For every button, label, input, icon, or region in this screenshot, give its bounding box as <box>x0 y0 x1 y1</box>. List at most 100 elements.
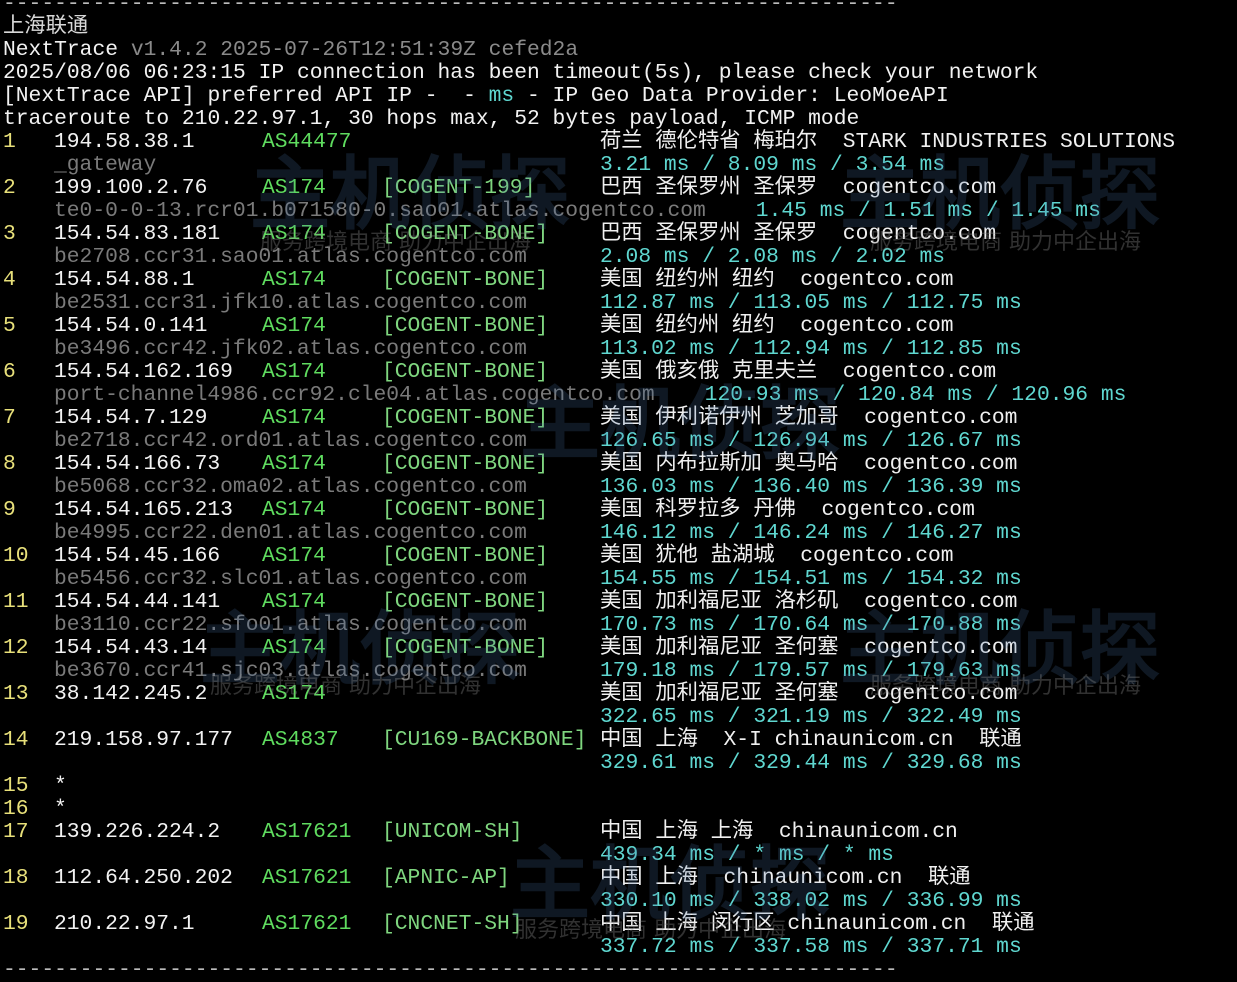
hop-number: 9 <box>3 498 16 522</box>
version-info: v1.4.2 2025-07-26T12:51:39Z cefed2a <box>130 38 579 62</box>
hop-row: 18 112.64.250.202 AS17621 [APNIC-AP] 中国 上海 c… <box>3 867 1237 913</box>
hop-tag: [COGENT-BONE] <box>382 636 549 660</box>
hop-detail-line: be5456.ccr32.slc01.atlas.cogentco.com 154… <box>3 568 1237 591</box>
hop-row: 1 194.58.38.1 AS44477 荷兰 德伦特省 梅珀尔 STARK IND… <box>3 131 1237 177</box>
hop-main-line: 14 219.158.97.177 AS4837 [CU169-BACKBONE] 中国… <box>3 729 1237 752</box>
hop-detail-line: be2718.ccr42.ord01.atlas.cogentco.com 126… <box>3 430 1237 453</box>
hop-detail-line: be3496.ccr42.jfk02.atlas.cogentco.com 113… <box>3 338 1237 361</box>
hop-number: 19 <box>3 912 29 936</box>
hop-ip: 38.142.245.2 <box>54 682 208 706</box>
hop-row: 2 199.100.2.76 AS174 [COGENT-199] 巴西 圣保罗州 圣保… <box>3 177 1237 223</box>
hop-tag: [UNICOM-SH] <box>382 820 523 844</box>
traceroute-line: traceroute to 210.22.97.1, 30 hops max, … <box>3 107 860 131</box>
hop-detail-line: be5068.ccr32.oma02.atlas.cogentco.com 136… <box>3 476 1237 499</box>
hop-number: 2 <box>3 176 16 200</box>
separator-top: ----------------------------------------… <box>3 0 898 16</box>
hop-number: 4 <box>3 268 16 292</box>
hop-asn: AS174 <box>262 360 326 384</box>
hop-detail-line: be2531.ccr31.jfk10.atlas.cogentco.com 112… <box>3 292 1237 315</box>
hop-main-line: 2 199.100.2.76 AS174 [COGENT-199] 巴西 圣保罗州 圣保… <box>3 177 1237 200</box>
hop-ip: 154.54.166.73 <box>54 452 221 476</box>
timeout-message: 2025/08/06 06:23:15 IP connection has be… <box>3 61 1039 85</box>
hop-geo: 美国 俄亥俄 克里夫兰 cogentco.com <box>600 360 997 384</box>
hop-rtt: 179.18 ms / 179.57 ms / 179.63 ms <box>600 659 1022 683</box>
hop-geo: 荷兰 德伦特省 梅珀尔 STARK INDUSTRIES SOLUTIONS <box>600 130 1176 154</box>
hop-tag: [COGENT-BONE] <box>382 268 549 292</box>
hop-number: 3 <box>3 222 16 246</box>
hop-tag: [COGENT-199] <box>382 176 536 200</box>
hop-main-line: 18 112.64.250.202 AS17621 [APNIC-AP] 中国 上海 c… <box>3 867 1237 890</box>
hop-hostname: be2531.ccr31.jfk10.atlas.cogentco.com <box>54 291 527 315</box>
hop-detail-line: be3670.ccr41.sjc03.atlas.cogentco.com 179… <box>3 660 1237 683</box>
hop-asn: AS174 <box>262 314 326 338</box>
hop-rtt: 1.45 ms / 1.51 ms / 1.45 ms <box>755 199 1101 223</box>
hop-asn: AS174 <box>262 176 326 200</box>
app-name: NextTrace <box>3 38 119 62</box>
hop-ip: 194.58.38.1 <box>54 130 195 154</box>
hop-row: 6 154.54.162.169 AS174 [COGENT-BONE] 美国 俄亥俄 … <box>3 361 1237 407</box>
hop-number: 1 <box>3 130 16 154</box>
hop-rtt: 337.72 ms / 337.58 ms / 337.71 ms <box>600 935 1022 959</box>
hop-row: 10 154.54.45.166 AS174 [COGENT-BONE] 美国 犹他 盐… <box>3 545 1237 591</box>
hop-rtt: 329.61 ms / 329.44 ms / 329.68 ms <box>600 751 1022 775</box>
hop-tag: [CU169-BACKBONE] <box>382 728 587 752</box>
hop-hostname <box>54 706 600 729</box>
hop-asn: AS174 <box>262 406 326 430</box>
hop-row: 19 210.22.97.1 AS17621 [CNCNET-SH] 中国 上海 闵行区… <box>3 913 1237 959</box>
hop-detail-line: port-channel4986.ccr92.cle04.atlas.cogen… <box>3 384 1237 407</box>
hop-ip: 154.54.83.181 <box>54 222 221 246</box>
hop-asn: AS174 <box>262 222 326 246</box>
hop-asn: AS17621 <box>262 820 352 844</box>
hop-hostname: be3110.ccr22.sfo01.atlas.cogentco.com <box>54 613 527 637</box>
hop-geo: 美国 加利福尼亚 洛杉矶 cogentco.com <box>600 590 1018 614</box>
hop-number: 11 <box>3 590 29 614</box>
hop-ip: 112.64.250.202 <box>54 866 233 890</box>
hop-main-line: 6 154.54.162.169 AS174 [COGENT-BONE] 美国 俄亥俄 … <box>3 361 1237 384</box>
hop-asn: AS174 <box>262 682 326 706</box>
hop-detail-line: be3110.ccr22.sfo01.atlas.cogentco.com 170… <box>3 614 1237 637</box>
hop-geo: 美国 纽约州 纽约 cogentco.com <box>600 268 954 292</box>
hop-detail-line: 329.61 ms / 329.44 ms / 329.68 ms <box>3 752 1237 775</box>
hop-asn: AS44477 <box>262 130 352 154</box>
hop-rtt: 3.21 ms / 8.09 ms / 3.54 ms <box>600 153 946 177</box>
hop-rtt: 2.08 ms / 2.08 ms / 2.02 ms <box>600 245 946 269</box>
hop-ip: 154.54.45.166 <box>54 544 221 568</box>
hop-hostname: be3670.ccr41.sjc03.atlas.cogentco.com <box>54 659 527 683</box>
route-title: 上海联通 <box>3 15 89 39</box>
hop-hostname: be3496.ccr42.jfk02.atlas.cogentco.com <box>54 337 527 361</box>
hop-hostname <box>54 936 600 959</box>
hop-number: 8 <box>3 452 16 476</box>
hop-row: 7 154.54.7.129 AS174 [COGENT-BONE] 美国 伊利诺伊州 … <box>3 407 1237 453</box>
hop-tag: [COGENT-BONE] <box>382 498 549 522</box>
hop-asn: AS174 <box>262 590 326 614</box>
hop-number: 18 <box>3 866 29 890</box>
hop-hostname: port-channel4986.ccr92.cle04.atlas.cogen… <box>54 383 655 407</box>
hop-ip: * <box>54 774 67 798</box>
hop-hostname: be2708.ccr31.sao01.atlas.cogentco.com <box>54 245 527 269</box>
hop-row: 5 154.54.0.141 AS174 [COGENT-BONE] 美国 纽约州 纽约… <box>3 315 1237 361</box>
hop-number: 6 <box>3 360 16 384</box>
hop-ip: 210.22.97.1 <box>54 912 195 936</box>
hop-asn: AS174 <box>262 636 326 660</box>
hop-detail-line: 322.65 ms / 321.19 ms / 322.49 ms <box>3 706 1237 729</box>
hop-list: 1 194.58.38.1 AS44477 荷兰 德伦特省 梅珀尔 STARK IND… <box>3 131 1237 959</box>
hop-detail-line: 439.34 ms / * ms / * ms <box>3 844 1237 867</box>
hop-ip: 139.226.224.2 <box>54 820 221 844</box>
hop-geo: 美国 犹他 盐湖城 cogentco.com <box>600 544 954 568</box>
hop-ip: 154.54.7.129 <box>54 406 208 430</box>
hop-number: 12 <box>3 636 29 660</box>
hop-detail-line: be2708.ccr31.sao01.atlas.cogentco.com 2.0… <box>3 246 1237 269</box>
hop-asn: AS174 <box>262 498 326 522</box>
hop-ip: 154.54.44.141 <box>54 590 221 614</box>
hop-tag: [COGENT-BONE] <box>382 544 549 568</box>
hop-tag: [COGENT-BONE] <box>382 452 549 476</box>
hop-row: 11 154.54.44.141 AS174 [COGENT-BONE] 美国 加利福尼… <box>3 591 1237 637</box>
hop-asn: AS17621 <box>262 912 352 936</box>
hop-hostname: be5456.ccr32.slc01.atlas.cogentco.com <box>54 567 527 591</box>
hop-main-line: 11 154.54.44.141 AS174 [COGENT-BONE] 美国 加利福尼… <box>3 591 1237 614</box>
hop-hostname: be4995.ccr22.den01.atlas.cogentco.com <box>54 521 527 545</box>
hop-rtt: 120.93 ms / 120.84 ms / 120.96 ms <box>704 383 1127 407</box>
hop-number: 15 <box>3 774 29 798</box>
hop-asn: AS174 <box>262 268 326 292</box>
hop-geo: 美国 加利福尼亚 圣何塞 cogentco.com <box>600 682 1018 706</box>
